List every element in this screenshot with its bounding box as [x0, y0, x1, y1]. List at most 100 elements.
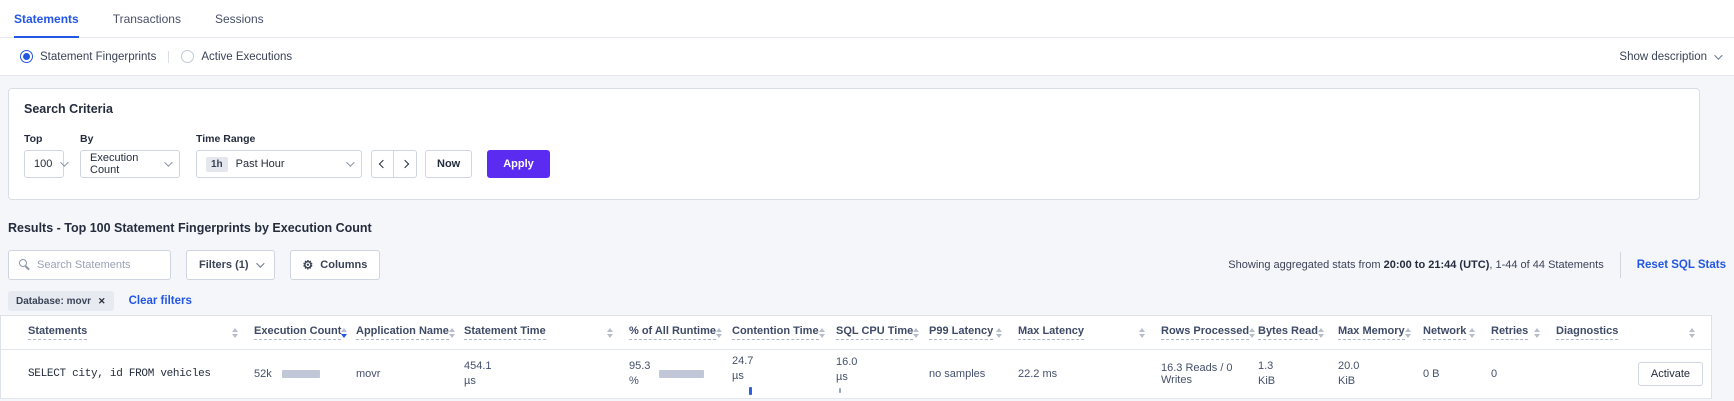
cell-max-memory: 20.0 KiB	[1338, 360, 1360, 387]
radio-unselected-icon	[181, 50, 195, 63]
cell-application-name: movr	[356, 368, 381, 380]
sort-icon[interactable]	[232, 327, 238, 338]
radio-selected-icon	[20, 50, 33, 63]
previous-time-button[interactable]	[371, 150, 394, 178]
contention-time-bar	[749, 386, 752, 395]
sort-icon[interactable]	[1249, 327, 1256, 338]
sort-icon[interactable]	[1534, 327, 1540, 338]
column-header-statement-time[interactable]: Statement Time	[464, 316, 629, 349]
by-select[interactable]: Execution Count	[80, 150, 180, 178]
tab-transactions[interactable]: Transactions	[112, 12, 181, 26]
sort-icon[interactable]	[1317, 327, 1324, 338]
search-icon	[19, 259, 27, 267]
column-header-sql-cpu-time[interactable]: SQL CPU Time	[836, 316, 929, 349]
sort-icon[interactable]	[715, 327, 722, 338]
sort-icon-active[interactable]	[341, 327, 348, 338]
radio-active-executions-label: Active Executions	[201, 50, 293, 63]
column-header-rows-processed[interactable]: Rows Processed	[1161, 316, 1258, 349]
chevron-left-icon	[378, 159, 387, 169]
next-time-button[interactable]	[394, 150, 417, 178]
top-select-value: 100	[34, 158, 53, 170]
top-label: Top	[24, 133, 43, 145]
execution-count-bar	[281, 370, 320, 378]
table-row: SELECT city, id FROM vehicles 52k movr 4…	[1, 350, 1711, 399]
sort-icon[interactable]	[1404, 327, 1411, 338]
column-header-application-name[interactable]: Application Name	[356, 316, 464, 349]
top-select[interactable]: 100	[24, 150, 70, 178]
time-nav-buttons	[371, 150, 417, 178]
clear-filters-link[interactable]: Clear filters	[128, 295, 192, 307]
active-filters-row: Database: movr ✕ Clear filters	[8, 291, 1726, 311]
cell-contention-time: 24.7 µs	[732, 350, 836, 398]
time-range-badge: 1h	[206, 156, 228, 172]
top-control: Top 100	[24, 133, 70, 178]
column-header-retries[interactable]: Retries	[1491, 316, 1556, 349]
cell-execution-count: 52k	[254, 350, 356, 398]
apply-button[interactable]: Apply	[487, 150, 550, 178]
cell-retries: 0	[1491, 368, 1498, 380]
tab-sessions[interactable]: Sessions	[214, 12, 264, 26]
time-range-select[interactable]: 1h Past Hour	[196, 150, 362, 178]
cell-p99-latency: no samples	[929, 368, 986, 380]
gear-icon: ⚙	[302, 258, 314, 272]
sort-icon[interactable]	[913, 327, 920, 338]
sql-cpu-time-bar	[839, 388, 841, 393]
cell-runtime-pct: 95.3 %	[629, 350, 732, 398]
time-range-label: Time Range	[196, 133, 256, 145]
tab-statements[interactable]: Statements	[14, 2, 79, 38]
filters-button-label: Filters (1)	[199, 259, 249, 271]
filter-tag-database[interactable]: Database: movr ✕	[8, 291, 114, 311]
by-control: By Execution Count	[64, 133, 180, 178]
sort-icon[interactable]	[818, 327, 825, 338]
sort-icon[interactable]	[1139, 327, 1145, 338]
close-icon[interactable]: ✕	[98, 295, 106, 306]
cell-statement[interactable]: SELECT city, id FROM vehicles	[1, 350, 254, 398]
now-button[interactable]: Now	[425, 150, 473, 178]
filter-tag-label: Database: movr	[16, 295, 92, 307]
sort-icon[interactable]	[996, 327, 1002, 338]
cell-max-latency: 22.2 ms	[1018, 368, 1058, 380]
reset-sql-stats-link[interactable]: Reset SQL Stats	[1636, 259, 1726, 271]
time-range-value: Past Hour	[235, 158, 285, 170]
cell-rows-processed: 16.3 Reads / 0 Writes	[1161, 362, 1233, 386]
sort-icon[interactable]	[1469, 327, 1475, 338]
by-label: By	[80, 133, 94, 145]
chevron-down-icon	[1714, 50, 1723, 60]
column-header-contention-time[interactable]: Contention Time	[732, 316, 836, 349]
show-description-label: Show description	[1619, 50, 1707, 63]
sort-icon[interactable]	[1689, 327, 1695, 338]
statement-fingerprint-text[interactable]: SELECT city, id FROM vehicles	[28, 368, 211, 380]
runtime-pct-bar	[659, 370, 705, 378]
radio-statement-fingerprints[interactable]: Statement Fingerprints	[20, 50, 156, 63]
results-title: Results - Top 100 Statement Fingerprints…	[8, 221, 372, 235]
radio-active-executions[interactable]: Active Executions	[181, 50, 292, 63]
column-header-network[interactable]: Network	[1423, 316, 1491, 349]
sort-icon[interactable]	[607, 327, 613, 338]
filters-button[interactable]: Filters (1)	[186, 250, 275, 280]
search-criteria-card: Search Criteria Top 100 By Execution Cou…	[8, 88, 1700, 200]
statements-table: Statements Execution Count Application N…	[0, 315, 1712, 399]
view-toggle-bar: Statement Fingerprints Active Executions…	[0, 38, 1734, 76]
column-header-bytes-read[interactable]: Bytes Read	[1258, 316, 1338, 349]
search-statements-box	[8, 250, 171, 280]
column-header-execution-count[interactable]: Execution Count	[254, 316, 356, 349]
column-header-p99-latency[interactable]: P99 Latency	[929, 316, 1018, 349]
options-divider	[168, 50, 170, 63]
results-toolbar: Filters (1) ⚙ Columns Showing aggregated…	[8, 250, 1726, 280]
aggregated-stats-text: Showing aggregated stats from 20:00 to 2…	[1228, 259, 1604, 271]
stats-time-range: 20:00 to 21:44 (UTC)	[1383, 259, 1490, 271]
column-header-diagnostics[interactable]: Diagnostics	[1556, 316, 1711, 349]
show-description-toggle[interactable]: Show description	[1619, 50, 1723, 63]
column-header-statements[interactable]: Statements	[1, 316, 254, 349]
page-tabs: Statements Transactions Sessions	[0, 0, 1734, 38]
column-header-runtime-pct[interactable]: % of All Runtime	[629, 316, 732, 349]
column-header-max-memory[interactable]: Max Memory	[1338, 316, 1423, 349]
cell-network: 0 B	[1423, 368, 1440, 380]
cell-statement-time: 454.1 µs	[464, 360, 492, 387]
chevron-down-icon	[255, 259, 265, 268]
columns-button[interactable]: ⚙ Columns	[289, 250, 381, 280]
search-statements-input[interactable]	[8, 250, 171, 280]
activate-diagnostics-button[interactable]: Activate	[1637, 362, 1703, 386]
sort-icon[interactable]	[448, 327, 455, 338]
column-header-max-latency[interactable]: Max Latency	[1018, 316, 1161, 349]
